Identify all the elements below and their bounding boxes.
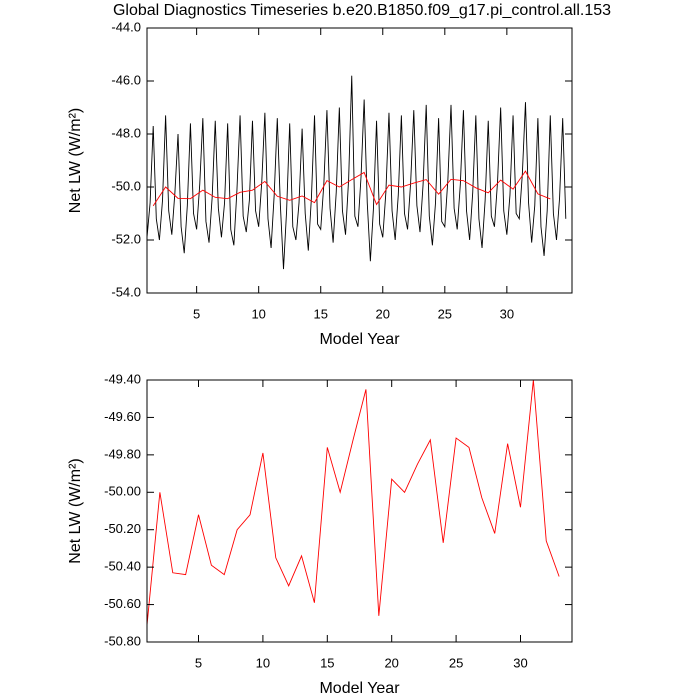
chart-title: Global Diagnostics Timeseries b.e20.B185… [113, 2, 611, 19]
x-axis-label: Model Year [319, 680, 400, 697]
plot-frame [146, 379, 573, 643]
y-tick-label: -49.80 [104, 446, 141, 461]
x-tick-label: 30 [513, 655, 527, 670]
x-tick-label: 15 [313, 306, 327, 321]
y-tick-label: -54.0 [111, 284, 141, 299]
y-tick-label: -49.40 [104, 371, 141, 386]
x-tick-label: 20 [376, 306, 390, 321]
y-tick-label: -52.0 [111, 231, 141, 246]
x-tick-label: 10 [256, 655, 270, 670]
y-tick-label: -49.60 [104, 409, 141, 424]
y-tick-label: -46.0 [111, 72, 141, 87]
y-tick-label: -50.40 [104, 559, 141, 574]
x-tick-label: 5 [195, 655, 202, 670]
x-axis-label: Model Year [319, 331, 400, 348]
y-tick-label: -50.0 [111, 178, 141, 193]
x-tick-label: 20 [384, 655, 398, 670]
y-tick-label: -50.80 [104, 633, 141, 648]
data-line [146, 75, 567, 270]
data-line [146, 379, 560, 626]
x-tick-label: 25 [449, 655, 463, 670]
y-tick-label: -50.60 [104, 596, 141, 611]
x-tick-label: 30 [500, 306, 514, 321]
y-tick-label: -48.0 [111, 125, 141, 140]
x-tick-label: 25 [438, 306, 452, 321]
y-axis-label: Net LW (W/m²) [67, 108, 84, 213]
y-tick-label: -50.20 [104, 521, 141, 536]
y-tick-label: -50.00 [104, 484, 141, 499]
plot-frame [146, 27, 573, 294]
x-tick-label: 10 [251, 306, 265, 321]
y-tick-label: -44.0 [111, 19, 141, 34]
y-axis-label: Net LW (W/m²) [67, 458, 84, 563]
x-tick-label: 5 [193, 306, 200, 321]
data-line [152, 170, 551, 207]
x-tick-label: 15 [320, 655, 334, 670]
